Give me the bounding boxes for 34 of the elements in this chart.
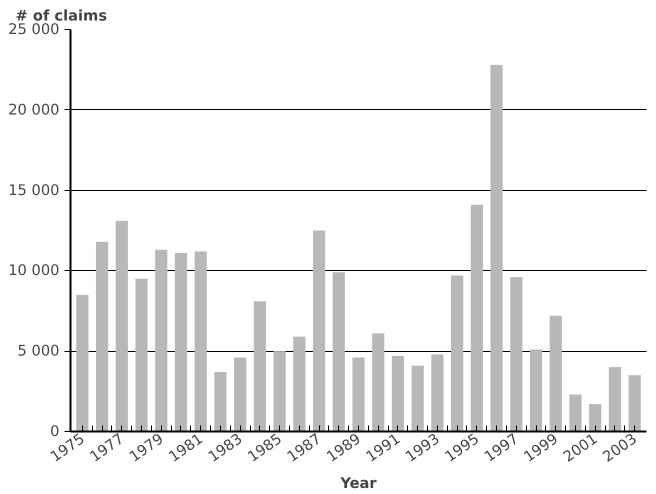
- bar: [293, 336, 306, 432]
- bar: [174, 253, 188, 432]
- bar: [569, 394, 582, 432]
- bar: [589, 404, 602, 432]
- bar: [254, 301, 266, 432]
- bar: [470, 204, 483, 432]
- y-tick-label: 20 000: [8, 101, 60, 118]
- bar: [490, 64, 503, 432]
- bar: [234, 358, 246, 432]
- bar: [76, 294, 88, 432]
- y-tick-label: 10 000: [8, 262, 60, 280]
- bar: [372, 333, 384, 432]
- bar: [431, 354, 444, 432]
- bar: [194, 251, 207, 432]
- bar: [332, 272, 345, 432]
- bar: [312, 230, 326, 432]
- bar: [273, 351, 286, 432]
- y-tick-label: 5 000: [18, 342, 60, 360]
- bar: [550, 316, 562, 432]
- bar: [451, 276, 464, 432]
- bar: [135, 278, 148, 432]
- bar: [392, 356, 404, 432]
- bar: [530, 349, 542, 432]
- y-tick-label: 15 000: [8, 182, 60, 199]
- bar: [352, 358, 365, 432]
- bar: [412, 366, 424, 432]
- bar: [510, 277, 522, 432]
- bar: [214, 372, 227, 432]
- bar: [628, 375, 641, 432]
- bar: [116, 220, 128, 432]
- bar: [155, 250, 168, 432]
- bar: [608, 367, 622, 432]
- bar: [96, 242, 108, 432]
- x-axis-title: Year: [339, 474, 378, 492]
